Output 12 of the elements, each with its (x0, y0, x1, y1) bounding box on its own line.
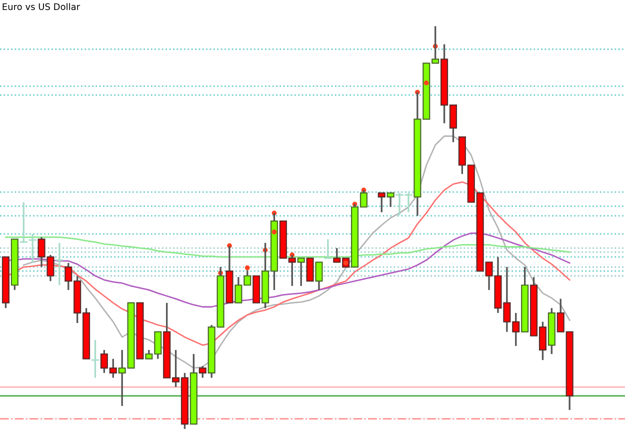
point (244, 265, 250, 270)
candlestick (324, 238, 332, 259)
candlestick (198, 365, 206, 379)
candlestick (306, 258, 314, 282)
candlestick (378, 192, 386, 214)
candlestick (297, 257, 305, 287)
candlestick (315, 261, 323, 291)
candlestick (386, 192, 394, 208)
candlestick (56, 242, 64, 286)
point (424, 80, 429, 86)
point (272, 230, 277, 234)
chart-title: Euro vs US Dollar (2, 3, 80, 10)
